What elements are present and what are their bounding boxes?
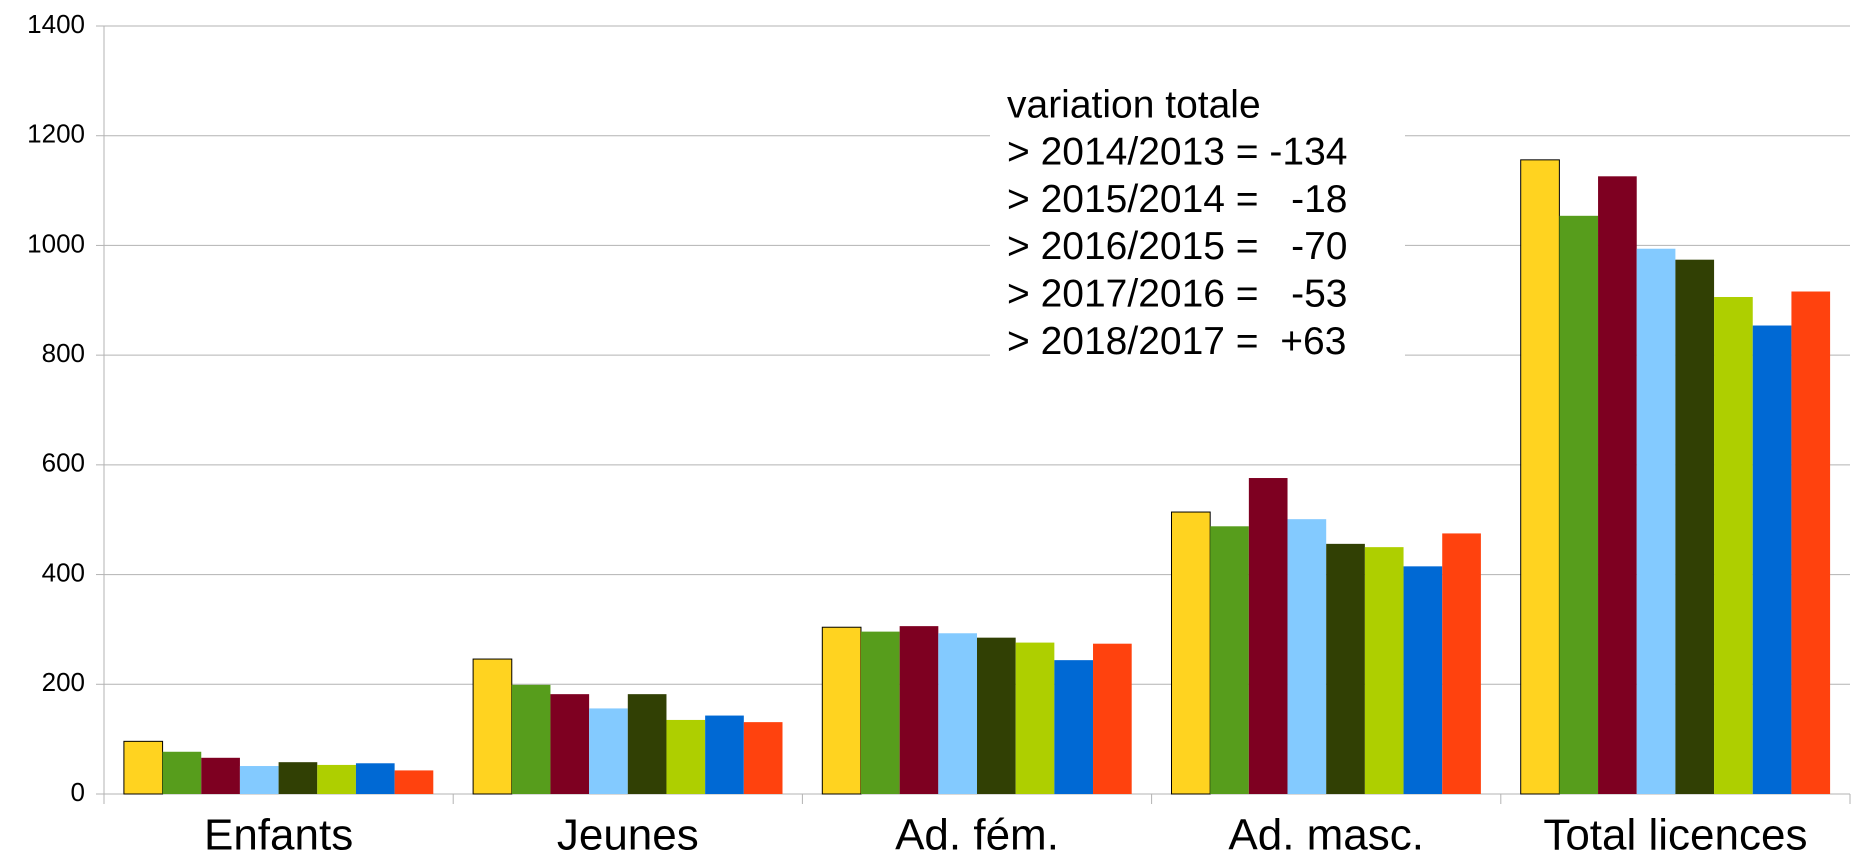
bar [162, 751, 202, 794]
bar [821, 626, 862, 795]
bar [1403, 566, 1443, 794]
y-tick-label: 1200 [27, 119, 85, 149]
y-tick-label: 400 [42, 557, 85, 587]
x-tick-label: Ad. fém. [895, 811, 1059, 860]
y-tick-label: 1000 [27, 228, 85, 258]
bar [1598, 176, 1637, 794]
bar [1093, 643, 1132, 794]
bar [860, 631, 900, 794]
y-tick-label: 800 [42, 338, 85, 368]
bar [705, 715, 744, 794]
bar [627, 694, 667, 794]
bar [472, 658, 513, 795]
bar [511, 684, 551, 794]
annotation-line: > 2018/2017 = +63 [1007, 320, 1346, 363]
bar [1171, 511, 1211, 795]
bar [278, 762, 318, 794]
x-tick-label: Jeunes [557, 811, 699, 860]
bar [1714, 296, 1753, 794]
bar [1210, 526, 1249, 794]
bar [1364, 547, 1404, 794]
bar [1442, 533, 1481, 794]
bar [1015, 642, 1055, 794]
annotation-box [990, 80, 1405, 367]
bar [899, 626, 939, 794]
bar [1054, 660, 1094, 794]
bar [1326, 543, 1365, 794]
annotation-line: > 2017/2016 = -53 [1007, 272, 1347, 315]
x-tick-label: Ad. masc. [1228, 811, 1424, 860]
x-tick-label: Enfants [204, 811, 353, 860]
x-tick-label: Total licences [1543, 811, 1807, 860]
annotation-line: variation totale [1007, 83, 1261, 126]
bar [938, 633, 977, 794]
y-tick-label: 600 [42, 448, 85, 478]
bar [1636, 248, 1676, 795]
bar [977, 637, 1016, 794]
bar [743, 722, 783, 794]
bar [550, 694, 590, 794]
bar [1287, 519, 1327, 794]
bar [355, 763, 395, 794]
y-tick-label: 200 [42, 667, 85, 697]
annotation-line: > 2016/2015 = -70 [1007, 225, 1347, 268]
bar [666, 719, 706, 794]
bar [1520, 159, 1560, 795]
bar [201, 757, 240, 794]
bar [1559, 215, 1599, 794]
bar [317, 764, 356, 794]
y-tick-label: 0 [71, 777, 85, 807]
annotation-line: > 2014/2013 = -134 [1007, 131, 1347, 174]
bar [394, 770, 434, 794]
bar [589, 708, 628, 794]
bar [123, 740, 164, 795]
bar [1752, 325, 1792, 794]
annotation-line: > 2015/2014 = -18 [1007, 178, 1347, 221]
y-tick-label: 1400 [27, 9, 85, 39]
bar [1248, 478, 1288, 794]
bar [239, 766, 279, 794]
bar [1675, 259, 1715, 795]
bar [1791, 291, 1831, 794]
